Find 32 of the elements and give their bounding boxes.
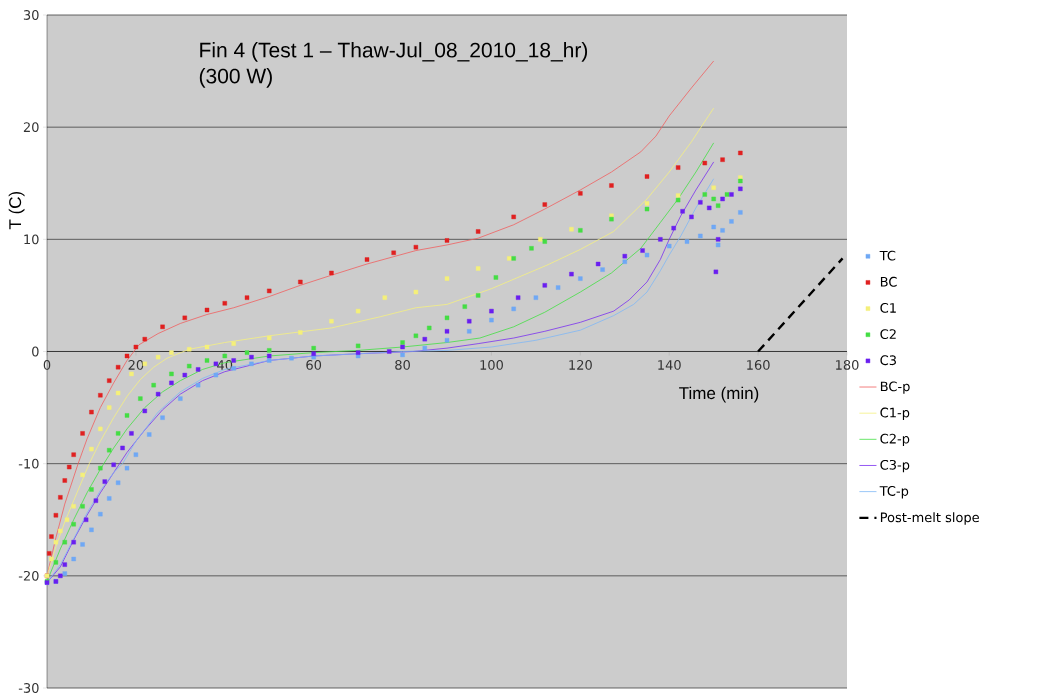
legend-label: Post-melt slope xyxy=(880,512,979,525)
x-tick-label: 120 xyxy=(569,360,592,370)
legend-label: C1 xyxy=(880,303,896,313)
x-axis-title: Time (min) xyxy=(679,386,759,403)
x-tick-label: 0 xyxy=(43,360,51,370)
x-tick-label: 160 xyxy=(747,360,770,370)
x-tick-label: 100 xyxy=(480,360,503,370)
y-tick-label: 0 xyxy=(32,346,39,357)
x-tick-label: 20 xyxy=(128,360,144,370)
legend-label: C3-p xyxy=(880,459,910,473)
y-tick-label: -30 xyxy=(18,683,39,693)
legend-label: BC-p xyxy=(880,381,910,394)
x-tick-label: 60 xyxy=(306,360,322,370)
text: (300 W) xyxy=(199,68,272,88)
y-tick-label: 30 xyxy=(23,10,39,20)
x-tick-label: 80 xyxy=(395,360,410,370)
y-axis-title: T (C) xyxy=(8,191,25,230)
x-tick-label: 180 xyxy=(836,360,859,370)
legend-label: C3 xyxy=(880,355,896,366)
y-tick-label: 10 xyxy=(24,234,39,245)
y-tick-label: -10 xyxy=(18,458,39,469)
y-tick-label: -20 xyxy=(18,570,39,581)
legend-label: TC xyxy=(879,250,896,261)
text: Fin 4 (Test 1 – Thaw-Jul_08_2010_18_hr) xyxy=(200,42,588,62)
legend-label: C1-p xyxy=(880,407,910,420)
legend-label: C2 xyxy=(880,329,896,339)
legend-label: C2-p xyxy=(880,433,910,447)
x-tick-label: 140 xyxy=(658,360,681,370)
y-tick-label: 20 xyxy=(23,122,39,133)
legend-label: BC xyxy=(880,276,897,287)
x-tick-label: 40 xyxy=(217,360,233,370)
legend-label: TC-p xyxy=(879,486,909,499)
